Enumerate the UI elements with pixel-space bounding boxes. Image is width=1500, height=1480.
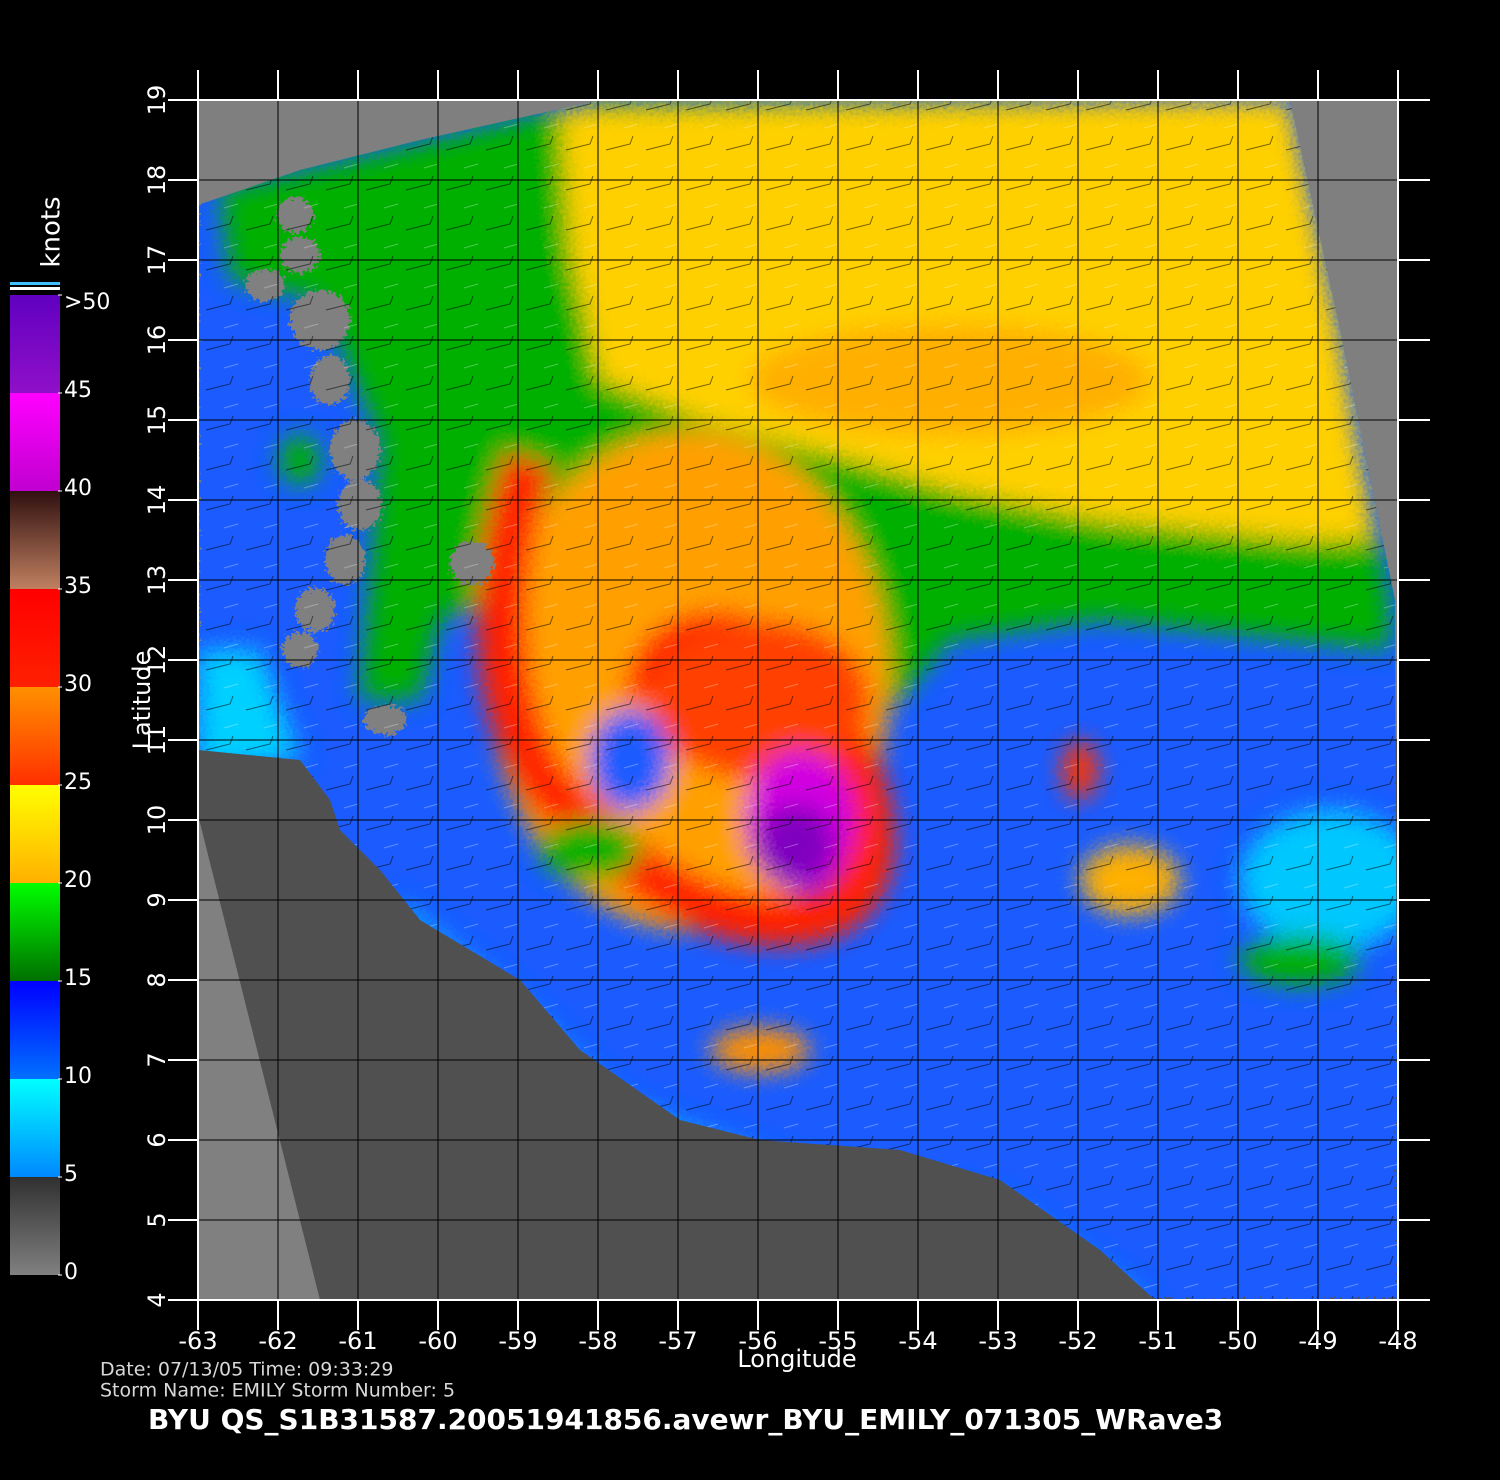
colorbar-cap — [10, 282, 60, 285]
storm-name: Storm Name: EMILY Storm Number: 5 — [100, 1380, 455, 1402]
colorbar-segment — [10, 589, 60, 687]
y-tick-label: 5 — [143, 1212, 171, 1227]
colorbar-cap — [10, 287, 60, 290]
colorbar-label: knots — [37, 196, 67, 267]
colorbar-tick-label: 0 — [64, 1260, 78, 1285]
swath-edge — [198, 815, 320, 1300]
colorbar-tick-label: 35 — [64, 574, 92, 599]
colorbar-tick-label: 40 — [64, 476, 92, 501]
wind-map — [198, 100, 1398, 1300]
colorbar-tick-label: 25 — [64, 770, 92, 795]
colorbar-segment — [10, 1177, 60, 1275]
colorbar-segment — [10, 785, 60, 883]
y-tick-label: 17 — [143, 245, 171, 276]
x-tick-label: -51 — [1138, 1327, 1177, 1355]
colorbar-segment — [10, 981, 60, 1079]
x-tick-label: -54 — [898, 1327, 937, 1355]
x-tick-label: -57 — [658, 1327, 697, 1355]
colorbar-tick-label: 15 — [64, 966, 92, 991]
colorbar-segment — [10, 1079, 60, 1177]
y-axis-label: Latitude — [128, 651, 156, 750]
y-tick-label: 9 — [143, 892, 171, 907]
colorbar-tick-label: 5 — [64, 1162, 78, 1187]
y-tick-label: 8 — [143, 972, 171, 987]
y-tick-label: 12 — [143, 645, 171, 676]
colorbar-tick-label: 45 — [64, 378, 92, 403]
y-tick-label: 16 — [143, 325, 171, 356]
x-tick-label: -61 — [338, 1327, 377, 1355]
y-tick-label: 10 — [143, 805, 171, 836]
x-tick-label: -56 — [738, 1327, 777, 1355]
x-tick-label: -58 — [578, 1327, 617, 1355]
x-tick-label: -62 — [258, 1327, 297, 1355]
x-axis-label: Longitude — [737, 1345, 856, 1373]
plot-frame — [197, 99, 1399, 1301]
x-tick-label: -50 — [1218, 1327, 1257, 1355]
colorbar-tick-label: 20 — [64, 868, 92, 893]
x-tick-label: -49 — [1298, 1327, 1337, 1355]
colorbar-segment — [10, 687, 60, 785]
colorbar-segment — [10, 883, 60, 981]
colorbar-tick-label: 10 — [64, 1064, 92, 1089]
y-tick-label: 18 — [143, 165, 171, 196]
x-tick-label: -63 — [178, 1327, 217, 1355]
colorbar-segment — [10, 491, 60, 589]
x-tick-label: -60 — [418, 1327, 457, 1355]
colorbar-tick-label: >50 — [64, 290, 110, 315]
y-tick-label: 15 — [143, 405, 171, 436]
x-tick-label: -53 — [978, 1327, 1017, 1355]
x-tick-label: -55 — [818, 1327, 857, 1355]
date-time: Date: 07/13/05 Time: 09:33:29 — [100, 1359, 394, 1381]
colorbar-segment — [10, 393, 60, 491]
y-tick-label: 4 — [143, 1292, 171, 1307]
x-tick-label: -48 — [1378, 1327, 1417, 1355]
y-tick-label: 19 — [143, 85, 171, 116]
colorbar-tick-label: 30 — [64, 672, 92, 697]
y-tick-label: 14 — [143, 485, 171, 516]
y-tick-label: 7 — [143, 1052, 171, 1067]
chart-title: BYU QS_S1B31587.20051941856.avewr_BYU_EM… — [148, 1403, 1223, 1436]
colorbar-segment — [10, 295, 60, 393]
y-tick-label: 13 — [143, 565, 171, 596]
x-tick-label: -52 — [1058, 1327, 1097, 1355]
y-tick-label: 6 — [143, 1132, 171, 1147]
y-tick-label: 11 — [143, 725, 171, 756]
x-tick-label: -59 — [498, 1327, 537, 1355]
